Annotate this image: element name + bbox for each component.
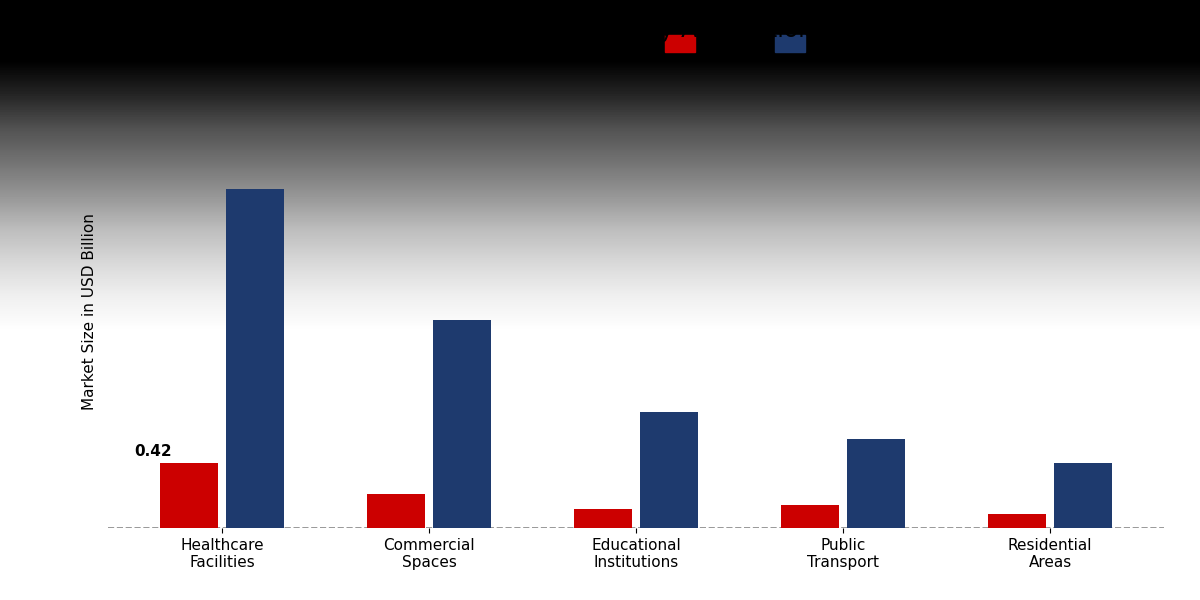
Bar xyxy=(226,188,284,528)
Bar xyxy=(1055,463,1112,528)
Bar xyxy=(433,320,491,528)
Bar xyxy=(847,439,905,528)
Bar xyxy=(781,505,839,528)
Bar xyxy=(160,463,217,528)
Legend: 2023, 2032: 2023, 2032 xyxy=(656,26,869,61)
Bar xyxy=(367,494,425,528)
Y-axis label: Market Size in USD Billion: Market Size in USD Billion xyxy=(82,214,97,410)
Text: Environmental Disinfection Robot Market, By Application Areas, 2023 & 2032: Environmental Disinfection Robot Market,… xyxy=(144,18,1056,42)
Bar xyxy=(574,509,632,528)
Bar xyxy=(640,412,698,528)
Text: 0.42: 0.42 xyxy=(134,443,173,458)
Bar xyxy=(988,514,1046,528)
